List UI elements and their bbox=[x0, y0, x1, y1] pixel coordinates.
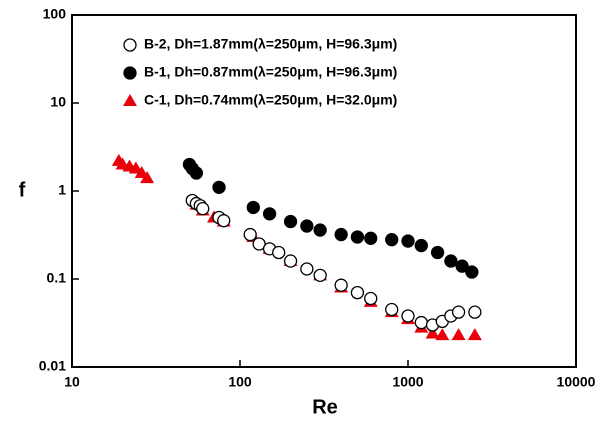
data-point bbox=[444, 254, 458, 268]
data-point bbox=[262, 207, 277, 221]
data-point bbox=[350, 285, 365, 300]
data-point bbox=[430, 245, 445, 260]
data-point bbox=[313, 268, 327, 283]
x-tick-label: 1000 bbox=[392, 374, 423, 390]
legend-marker bbox=[123, 66, 137, 80]
data-point bbox=[401, 234, 415, 248]
data-point bbox=[217, 214, 231, 228]
data-point bbox=[451, 305, 466, 319]
data-point bbox=[435, 328, 450, 341]
y-tick-label: 10 bbox=[50, 94, 66, 110]
data-point bbox=[385, 233, 399, 247]
y-axis-label: f bbox=[19, 179, 26, 201]
x-axis-label: Re bbox=[312, 396, 338, 418]
data-point bbox=[334, 227, 348, 242]
legend-label: B-2, Dh=1.87mm(λ=250μm, H=96.3μm) bbox=[144, 36, 397, 52]
legend-label: C-1, Dh=0.74mm(λ=250μm, H=32.0μm) bbox=[144, 92, 397, 108]
x-tick-label: 100 bbox=[228, 374, 252, 390]
legend-marker bbox=[123, 94, 137, 106]
y-tick-label: 0.01 bbox=[39, 358, 66, 374]
data-point bbox=[451, 328, 466, 341]
data-point bbox=[212, 180, 226, 195]
legend-label: B-1, Dh=0.87mm(λ=250μm, H=96.3μm) bbox=[144, 64, 397, 80]
data-point bbox=[283, 214, 298, 229]
data-point bbox=[455, 259, 469, 273]
legend-marker bbox=[123, 38, 137, 52]
data-point bbox=[425, 326, 440, 339]
x-tick-label: 10000 bbox=[557, 374, 596, 390]
data-point bbox=[467, 328, 482, 341]
data-point bbox=[465, 265, 479, 279]
data-point bbox=[196, 202, 210, 216]
data-point bbox=[313, 223, 327, 237]
data-point bbox=[364, 231, 378, 245]
y-tick-label: 0.1 bbox=[47, 270, 67, 286]
data-point bbox=[300, 262, 314, 276]
y-tick-label: 100 bbox=[43, 6, 67, 22]
data-point bbox=[140, 171, 155, 184]
data-point bbox=[364, 291, 378, 306]
data-point bbox=[243, 227, 257, 242]
data-point bbox=[189, 166, 204, 180]
data-point bbox=[414, 238, 428, 253]
data-point bbox=[401, 309, 415, 323]
x-tick-label: 10 bbox=[64, 374, 80, 390]
data-point bbox=[334, 278, 348, 292]
data-point bbox=[283, 254, 298, 268]
data-point bbox=[300, 219, 314, 233]
data-point bbox=[272, 245, 286, 260]
data-point bbox=[468, 305, 482, 319]
data-point bbox=[350, 230, 365, 244]
data-point bbox=[385, 302, 399, 317]
data-point bbox=[414, 315, 428, 330]
y-tick-label: 1 bbox=[58, 182, 66, 198]
data-point bbox=[246, 200, 260, 215]
